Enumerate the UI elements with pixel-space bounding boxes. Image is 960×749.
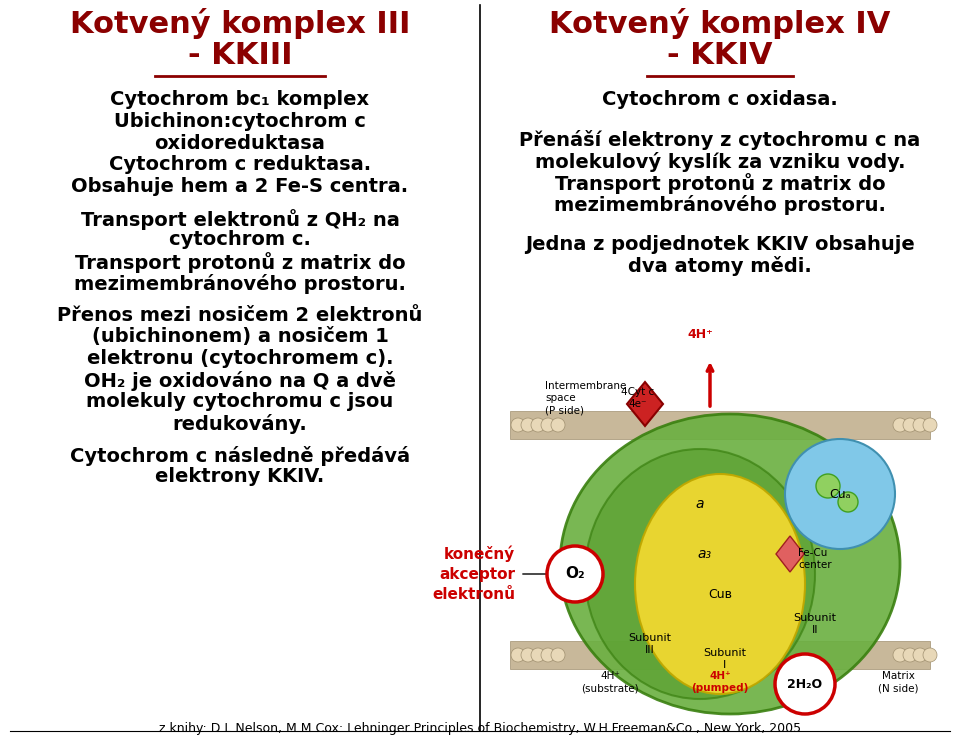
- Ellipse shape: [585, 449, 815, 699]
- Text: Intermembrane
space
(P side): Intermembrane space (P side): [545, 381, 626, 416]
- Circle shape: [511, 648, 525, 662]
- Text: Fe-Cu
center: Fe-Cu center: [798, 548, 831, 570]
- Circle shape: [893, 648, 907, 662]
- Circle shape: [551, 418, 565, 432]
- Circle shape: [541, 418, 555, 432]
- Text: Transport protonů z matrix do: Transport protonů z matrix do: [75, 252, 405, 273]
- Text: a: a: [696, 497, 705, 511]
- Ellipse shape: [560, 414, 900, 714]
- Text: Kotvený komplex III: Kotvený komplex III: [70, 8, 410, 39]
- Bar: [510, 411, 930, 439]
- Text: mezimembránového prostoru.: mezimembránového prostoru.: [554, 195, 886, 215]
- Circle shape: [511, 418, 525, 432]
- Circle shape: [913, 648, 927, 662]
- Text: Subunit
II: Subunit II: [794, 613, 836, 635]
- Text: molekuly cytochromu c jsou: molekuly cytochromu c jsou: [86, 392, 394, 411]
- Circle shape: [775, 654, 835, 714]
- Circle shape: [541, 648, 555, 662]
- Text: Matrix
(N side): Matrix (N side): [877, 671, 919, 694]
- Circle shape: [903, 648, 917, 662]
- Text: z knihy: D.L.Nelson, M.M.Cox: Lehninger Principles of Biochemistry, W.H.Freeman&: z knihy: D.L.Nelson, M.M.Cox: Lehninger …: [159, 722, 801, 735]
- Text: Subunit
III: Subunit III: [629, 633, 671, 655]
- Text: Cytochrom c následně předává: Cytochrom c následně předává: [70, 446, 410, 466]
- Text: molekulový kyslík za vzniku vody.: molekulový kyslík za vzniku vody.: [535, 151, 905, 172]
- Text: 4Cyt c
4e⁻: 4Cyt c 4e⁻: [621, 387, 655, 410]
- Text: Ubichinon:cytochrom c: Ubichinon:cytochrom c: [114, 112, 366, 131]
- Text: O₂: O₂: [565, 566, 585, 581]
- Circle shape: [551, 648, 565, 662]
- Text: Cytochrom c oxidasa.: Cytochrom c oxidasa.: [602, 90, 838, 109]
- Polygon shape: [776, 536, 804, 572]
- Text: elektronu (cytochromem c).: elektronu (cytochromem c).: [86, 349, 394, 368]
- Circle shape: [923, 418, 937, 432]
- Circle shape: [531, 648, 545, 662]
- Text: Přenos mezi nosičem 2 elektronů: Přenos mezi nosičem 2 elektronů: [58, 306, 422, 324]
- Text: Přenáší elektrony z cytochromu c na: Přenáší elektrony z cytochromu c na: [519, 130, 921, 150]
- Text: Cuₐ: Cuₐ: [829, 488, 851, 500]
- Circle shape: [923, 648, 937, 662]
- Text: Kotvený komplex IV: Kotvený komplex IV: [549, 8, 891, 39]
- Text: Obsahuje hem a 2 Fe-S centra.: Obsahuje hem a 2 Fe-S centra.: [71, 177, 409, 196]
- Text: redukovány.: redukovány.: [173, 414, 307, 434]
- Text: - KKIV: - KKIV: [667, 41, 773, 70]
- Text: Cuʙ: Cuʙ: [708, 587, 732, 601]
- Text: 4H⁺
(pumped): 4H⁺ (pumped): [691, 671, 749, 694]
- Text: Jedna z podjednotek KKIV obsahuje: Jedna z podjednotek KKIV obsahuje: [525, 234, 915, 254]
- Text: dva atomy mědi.: dva atomy mědi.: [628, 256, 812, 276]
- Circle shape: [816, 474, 840, 498]
- Text: mezimembránového prostoru.: mezimembránového prostoru.: [74, 274, 406, 294]
- Text: Transport elektronů z QH₂ na: Transport elektronů z QH₂ na: [81, 209, 399, 230]
- Bar: [510, 641, 930, 669]
- Circle shape: [838, 492, 858, 512]
- Text: Subunit
I: Subunit I: [704, 648, 747, 670]
- Text: konečný
akceptor
elektronů: konečný akceptor elektronů: [432, 546, 515, 602]
- Text: 4H⁺: 4H⁺: [687, 328, 713, 341]
- Circle shape: [531, 418, 545, 432]
- Circle shape: [903, 418, 917, 432]
- Text: Cytochrom c reduktasa.: Cytochrom c reduktasa.: [108, 155, 372, 175]
- Circle shape: [521, 418, 535, 432]
- Text: (ubichinonem) a nosičem 1: (ubichinonem) a nosičem 1: [91, 327, 389, 346]
- Circle shape: [893, 418, 907, 432]
- Text: 2H₂O: 2H₂O: [787, 678, 823, 691]
- Circle shape: [547, 546, 603, 602]
- Text: Cytochrom bc₁ komplex: Cytochrom bc₁ komplex: [110, 90, 370, 109]
- Text: elektrony KKIV.: elektrony KKIV.: [156, 467, 324, 486]
- Ellipse shape: [785, 439, 895, 549]
- Text: Transport protonů z matrix do: Transport protonů z matrix do: [555, 173, 885, 194]
- Circle shape: [913, 418, 927, 432]
- Ellipse shape: [635, 474, 805, 694]
- Text: OH₂ je oxidováno na Q a dvě: OH₂ je oxidováno na Q a dvě: [84, 371, 396, 390]
- Text: oxidoreduktasa: oxidoreduktasa: [155, 133, 325, 153]
- Polygon shape: [627, 382, 663, 426]
- Text: - KKIII: - KKIII: [188, 41, 292, 70]
- Text: a₃: a₃: [698, 547, 712, 561]
- Text: 4H⁺
(substrate): 4H⁺ (substrate): [581, 671, 638, 694]
- Circle shape: [521, 648, 535, 662]
- Text: cytochrom c.: cytochrom c.: [169, 231, 311, 249]
